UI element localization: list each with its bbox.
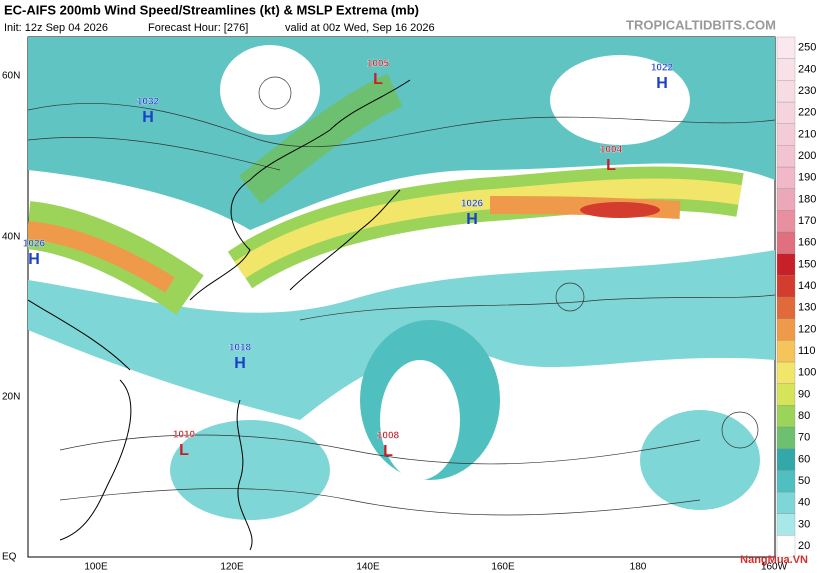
colorbar-label: 80	[798, 410, 810, 422]
lat-label: 60N	[2, 71, 20, 82]
colorbar-swatch	[776, 145, 796, 168]
colorbar-swatch	[776, 318, 796, 341]
title: EC-AIFS 200mb Wind Speed/Streamlines (kt…	[4, 2, 419, 17]
lon-label: 120E	[220, 562, 244, 573]
lat-label: 40N	[2, 232, 20, 243]
pressure-type: L	[383, 443, 393, 460]
lon-label: 100E	[84, 562, 108, 573]
colorbar-swatch	[776, 231, 796, 254]
pressure-value: 1008	[377, 431, 400, 442]
colorbar-label: 250	[798, 42, 816, 54]
pressure-value: 1026	[23, 239, 46, 250]
pressure-value: 1005	[367, 59, 390, 70]
colorbar-swatch	[776, 101, 796, 124]
pressure-value: 1004	[600, 145, 623, 156]
watermark: NangMua.VN	[740, 554, 808, 566]
pressure-value: 1032	[137, 97, 160, 108]
init: Init: 12z Sep 04 2026	[4, 22, 108, 34]
forecast-hour: Forecast Hour: [276]	[148, 22, 248, 34]
colorbar-label: 50	[798, 475, 810, 487]
colorbar-label: 60	[798, 453, 810, 465]
colorbar-label: 180	[798, 193, 816, 205]
colorbar-swatch	[776, 340, 796, 363]
colorbar-label: 220	[798, 107, 816, 119]
colorbar-label: 140	[798, 280, 816, 292]
wind-field	[28, 37, 775, 551]
colorbar-label: 240	[798, 63, 816, 75]
colorbar-label: 160	[798, 237, 816, 249]
colorbar-label: 30	[798, 518, 810, 530]
colorbar-swatch	[776, 470, 796, 493]
colorbar-swatch	[776, 80, 796, 103]
colorbar-swatch	[776, 253, 796, 276]
colorbar-label: 70	[798, 432, 810, 444]
colorbar-label: 170	[798, 215, 816, 227]
lon-label: 160E	[491, 562, 515, 573]
pressure-value: 1022	[651, 63, 674, 74]
colorbar-swatch	[776, 426, 796, 449]
colorbar-swatch	[776, 383, 796, 406]
lon-label: 140E	[356, 562, 380, 573]
map	[27, 36, 776, 558]
colorbar-swatch	[776, 58, 796, 81]
colorbar-swatch	[776, 491, 796, 514]
colorbar-label: 210	[798, 128, 816, 140]
colorbar-swatch	[776, 188, 796, 211]
colorbar-label: 130	[798, 302, 816, 314]
colorbar-label: 90	[798, 388, 810, 400]
pressure-value: 1018	[229, 343, 252, 354]
colorbar-swatch	[776, 296, 796, 319]
colorbar-label: 190	[798, 172, 816, 184]
colorbar-label: 230	[798, 85, 816, 97]
lat-label: 20N	[2, 392, 20, 403]
colorbar-swatch	[776, 448, 796, 471]
pressure-type: H	[234, 355, 246, 372]
pressure-type: L	[179, 442, 189, 459]
colorbar-swatch	[776, 405, 796, 428]
source: TROPICALTIDBITS.COM	[626, 17, 776, 32]
colorbar-label: 150	[798, 258, 816, 270]
lat-label: EQ	[2, 552, 17, 563]
colorbar-swatch	[776, 210, 796, 233]
pressure-value: 1010	[173, 430, 196, 441]
colorbar-swatch	[776, 166, 796, 189]
lon-label: 180	[630, 562, 647, 573]
colorbar-label: 100	[798, 367, 816, 379]
colorbar-swatch	[776, 123, 796, 146]
pressure-type: H	[656, 75, 668, 92]
pressure-type: L	[373, 71, 383, 88]
colorbar-swatch	[776, 513, 796, 536]
pressure-type: L	[606, 157, 616, 174]
colorbar-label: 20	[798, 540, 810, 552]
colorbar-label: 120	[798, 323, 816, 335]
pressure-type: H	[28, 251, 40, 268]
colorbar-label: 40	[798, 497, 810, 509]
pressure-value: 1026	[461, 199, 484, 210]
pressure-type: H	[142, 109, 154, 126]
colorbar-swatch	[776, 36, 796, 59]
colorbar-swatch	[776, 275, 796, 298]
colorbar-label: 110	[798, 345, 816, 357]
colorbar: 20 30 40 50 60 70 80 90 100 110 120 130 140 150 160 170…	[776, 36, 816, 558]
colorbar-label: 200	[798, 150, 816, 162]
colorbar-swatch	[776, 361, 796, 384]
lon-label: 160W	[761, 562, 788, 573]
valid: valid at 00z Wed, Sep 16 2026	[285, 22, 435, 34]
pressure-type: H	[466, 211, 478, 228]
